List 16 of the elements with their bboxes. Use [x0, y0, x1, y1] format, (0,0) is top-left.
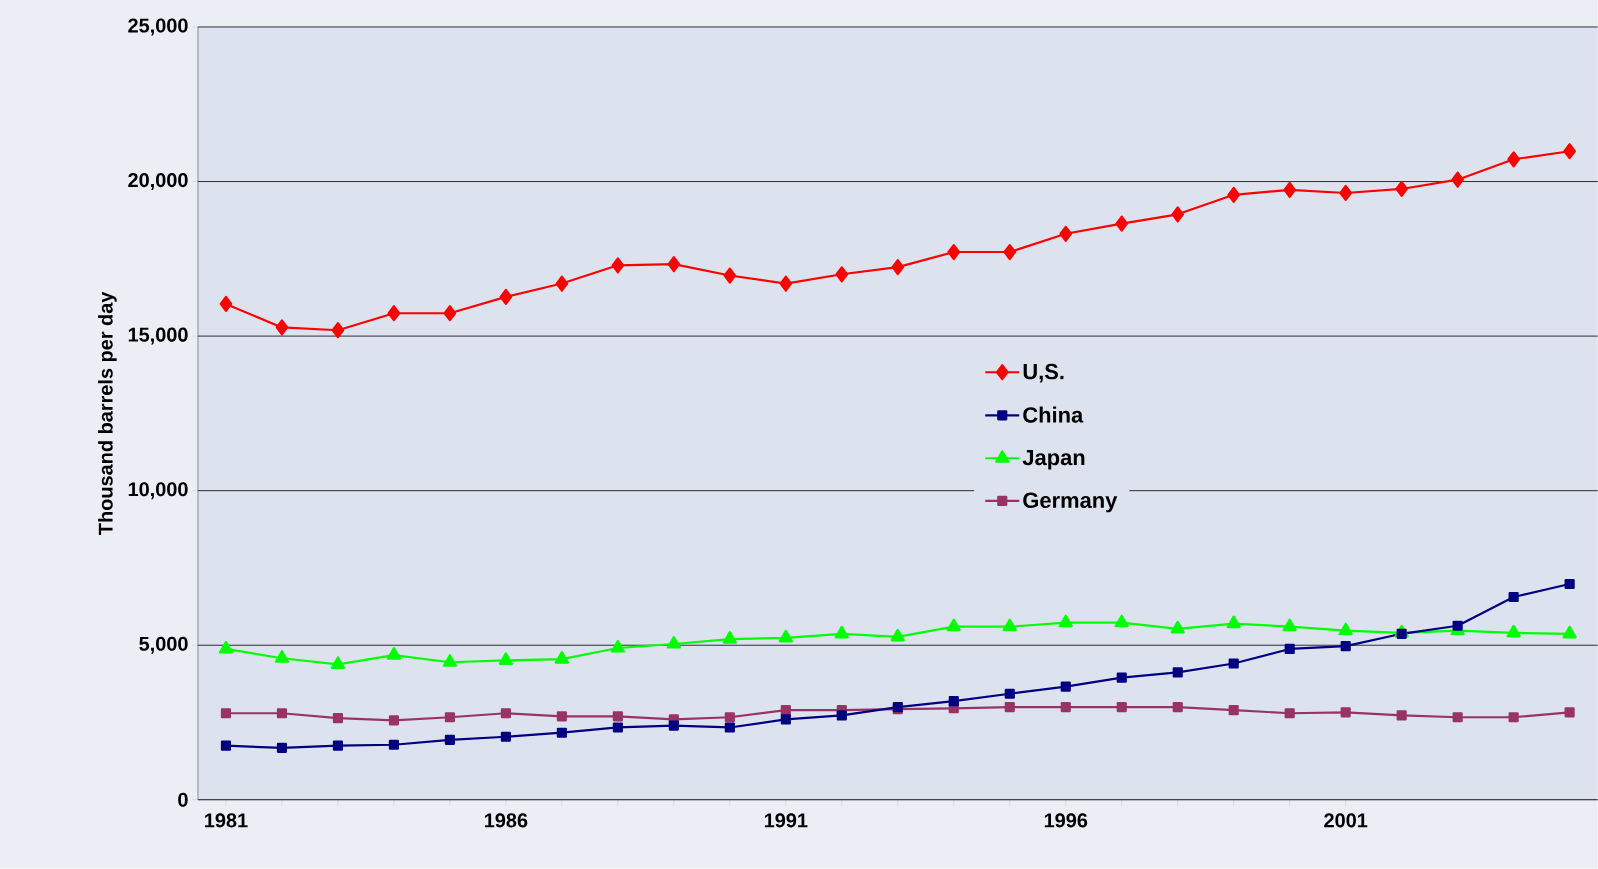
- y-tick-label: 10,000: [128, 482, 188, 500]
- legend-label: U,S.: [1023, 363, 1064, 383]
- legend-label: Germany: [1023, 492, 1118, 513]
- y-tick-label: 25,000: [128, 18, 188, 36]
- x-tick-label: 2001: [1324, 813, 1368, 828]
- y-tick-label: 5,000: [139, 636, 188, 654]
- y-tick-label: 20,000: [128, 173, 188, 191]
- legend-label: Japan: [1022, 450, 1085, 470]
- y-tick-label: 15,000: [128, 327, 188, 345]
- x-tick-label: 1986: [484, 813, 528, 828]
- x-tick-label: 1996: [1044, 813, 1088, 828]
- legend-label: China: [1023, 406, 1084, 423]
- y-tick-label: 0: [178, 792, 188, 807]
- x-tick-label: 1981: [205, 813, 248, 828]
- y-axis-title: Thousand barrels per day: [98, 291, 117, 536]
- x-tick-label: 1991: [764, 813, 808, 828]
